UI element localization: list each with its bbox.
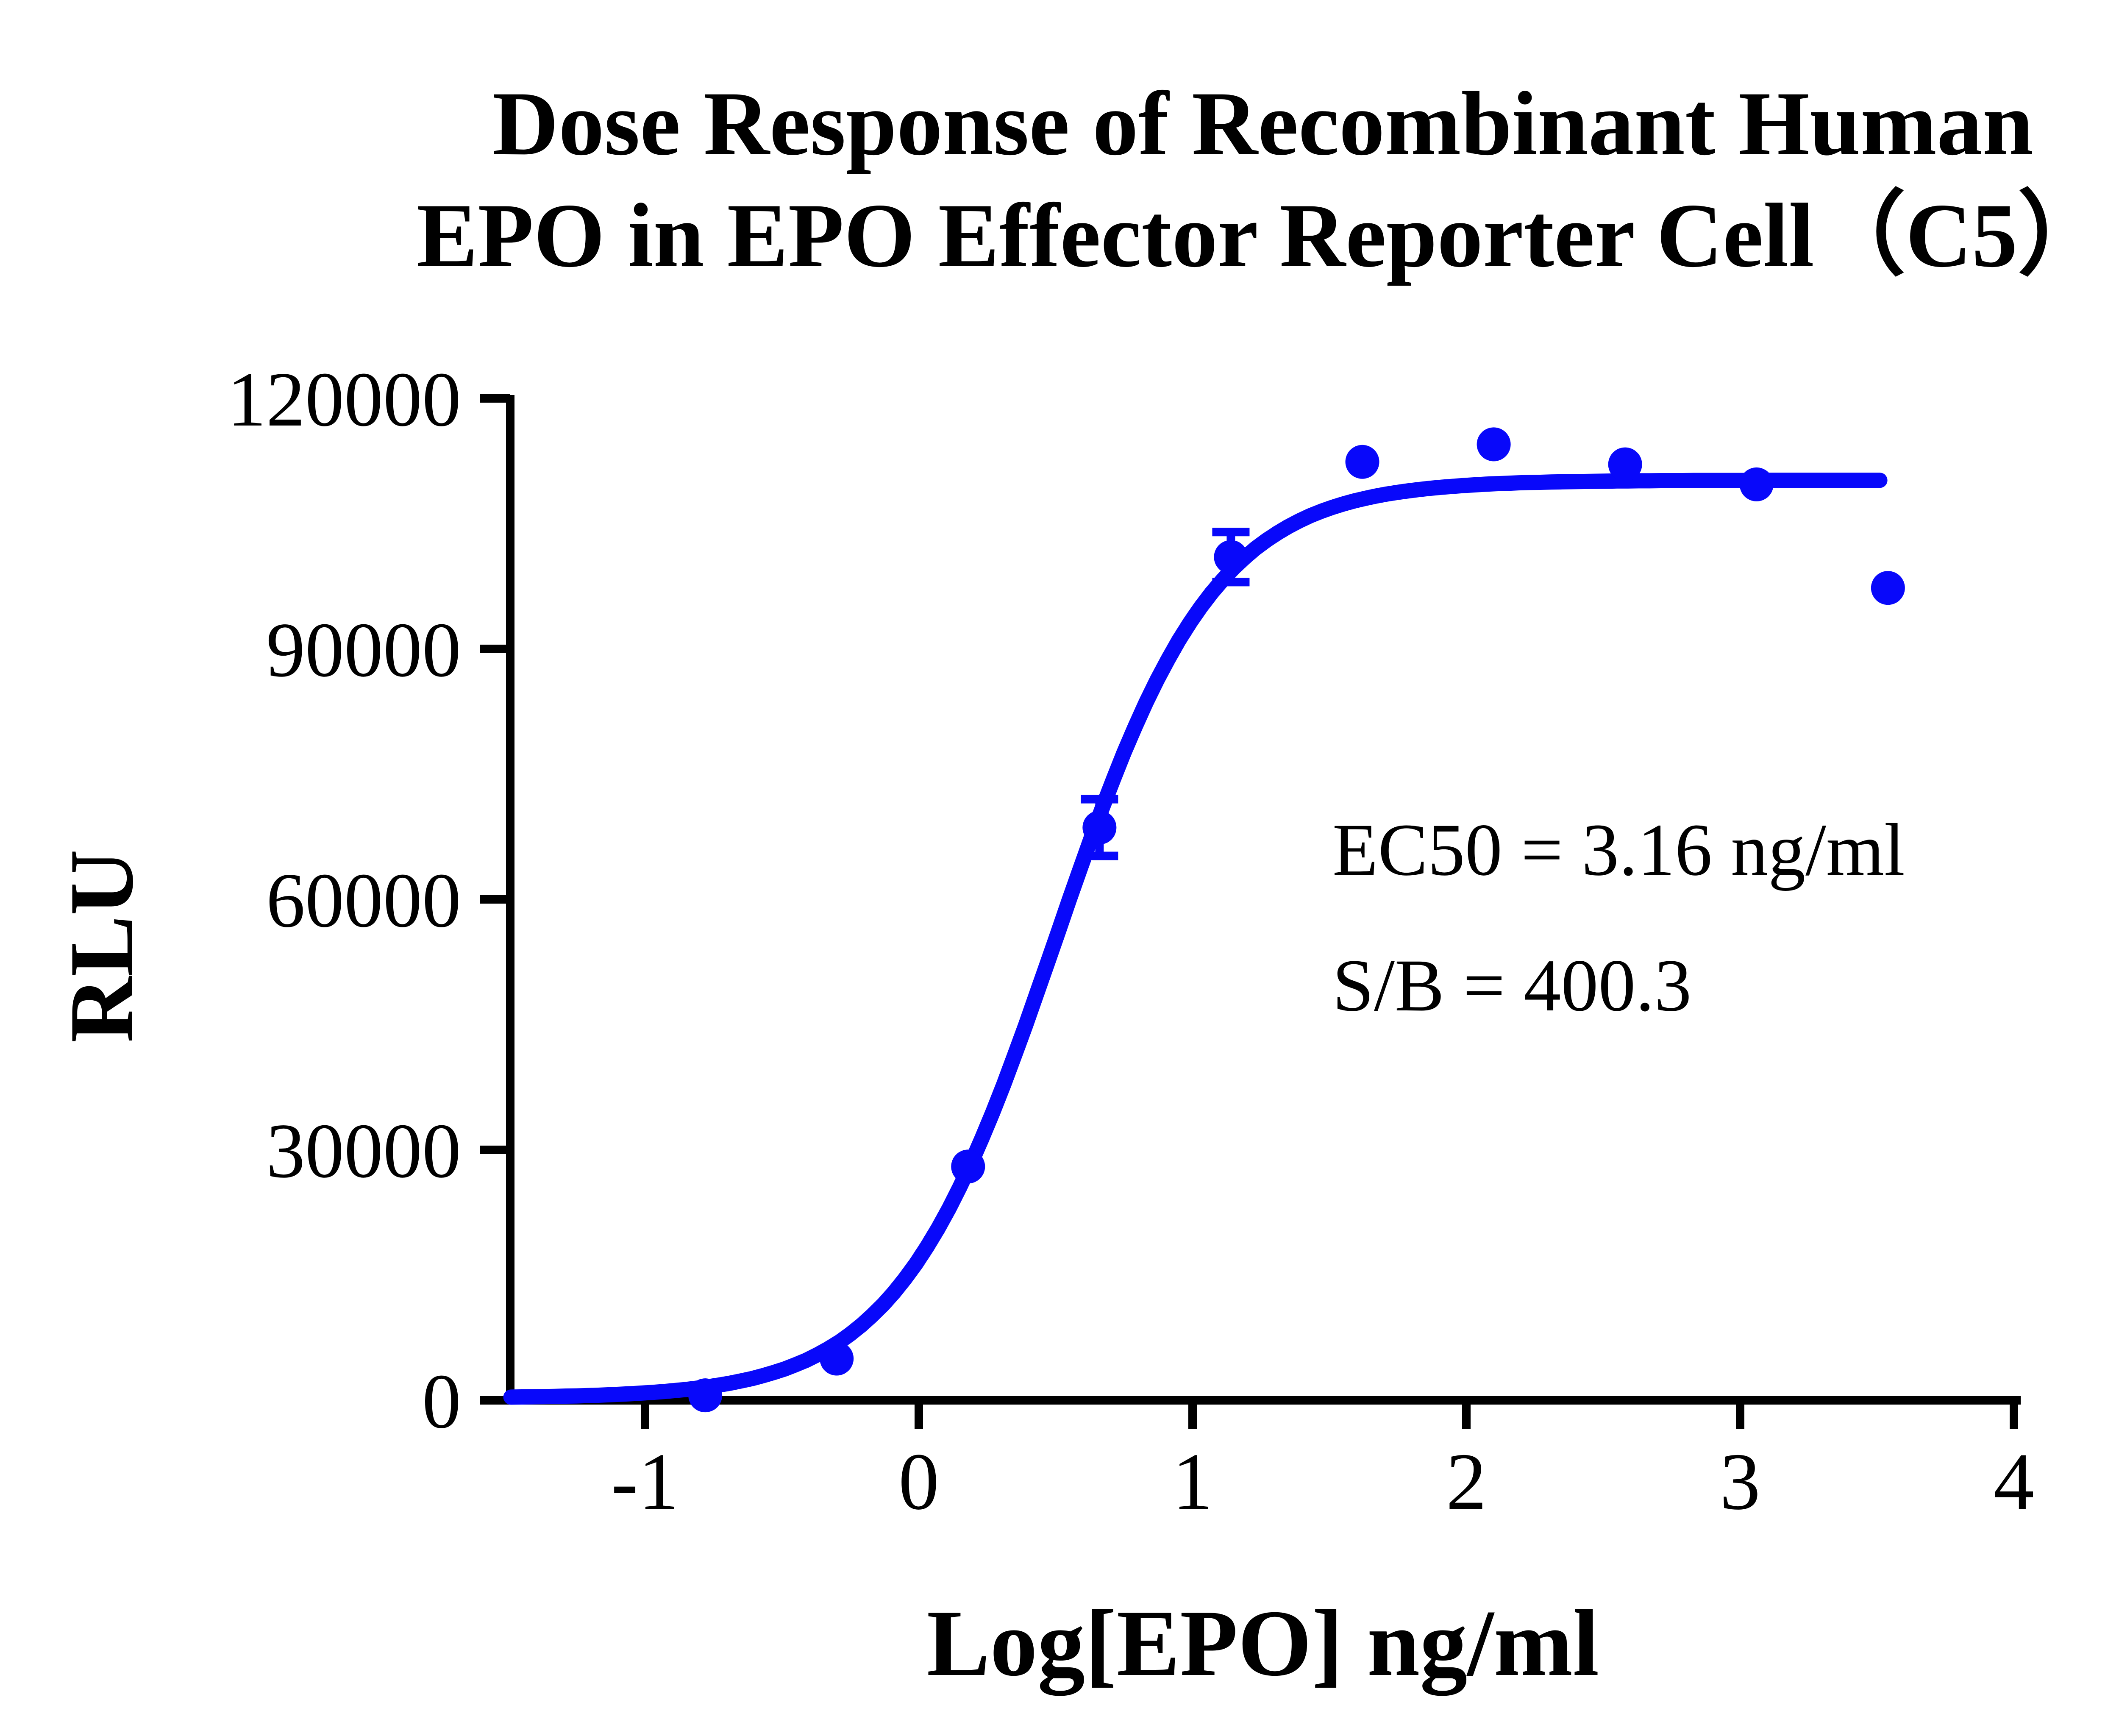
x-tick-label: 2	[1446, 1436, 1487, 1527]
data-point	[1214, 540, 1248, 574]
fit-curve	[503, 473, 1888, 1405]
signal-background-text: S/B = 400.3	[1332, 944, 1692, 1027]
chart-title-line2: EPO in EPO Effector Reporter Cell（C5）	[417, 185, 2109, 287]
data-point	[820, 1341, 854, 1376]
data-point	[951, 1149, 985, 1184]
data-point	[1871, 571, 1905, 605]
y-tick-label: 120000	[227, 356, 461, 442]
chart-title: Dose Response of Recombinant Human EPO i…	[297, 68, 2119, 292]
chart-title-line1: Dose Response of Recombinant Human	[492, 73, 2034, 175]
x-tick-label: -1	[611, 1436, 679, 1527]
data-point	[1082, 810, 1117, 845]
x-axis-title: Log[EPO] ng/ml	[926, 1592, 1599, 1697]
y-tick-label: 30000	[266, 1107, 461, 1194]
data-point	[688, 1378, 723, 1413]
data-point	[1345, 445, 1379, 479]
x-tick-label: 3	[1720, 1436, 1760, 1527]
x-tick-label: 1	[1172, 1436, 1213, 1527]
data-point	[1608, 447, 1642, 481]
y-tick-label: 60000	[266, 857, 461, 943]
fit-annotation: EC50 = 3.16 ng/ml S/B = 400.3	[1332, 783, 1905, 1054]
data-point	[1477, 427, 1511, 462]
x-tick-label: 4	[1994, 1436, 2034, 1527]
x-tick-label: 0	[898, 1436, 939, 1527]
y-tick-label: 0	[422, 1358, 461, 1444]
y-tick-label: 90000	[266, 606, 461, 693]
data-point	[1739, 467, 1774, 501]
ec50-text: EC50 = 3.16 ng/ml	[1332, 809, 1905, 892]
